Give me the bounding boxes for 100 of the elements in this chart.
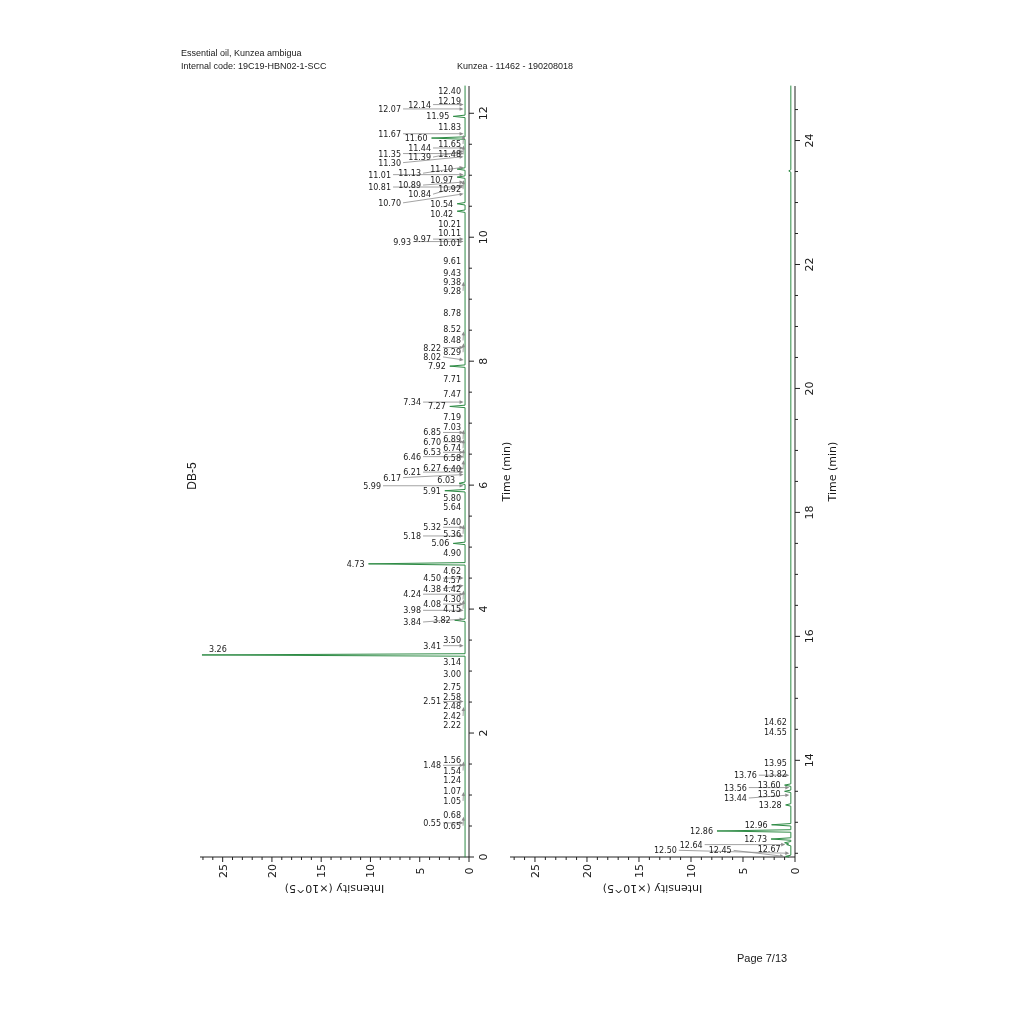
annotation: 4.90 xyxy=(443,548,462,558)
annotation: 7.92 xyxy=(427,361,446,371)
annotation: 13.44 xyxy=(723,793,747,803)
annotation: 12.64 xyxy=(679,840,703,850)
annotation: 5.36 xyxy=(443,529,462,539)
annotation: 10.89 xyxy=(398,180,422,190)
annotation: 1.48 xyxy=(423,760,442,770)
annotation: 10.84 xyxy=(408,189,432,199)
annotation: 1.56 xyxy=(443,755,462,765)
annotation: 13.76 xyxy=(733,770,757,780)
annotation: 3.50 xyxy=(443,635,462,645)
annotation: 1.05 xyxy=(443,796,462,806)
annotation: 2.22 xyxy=(443,720,462,730)
annotation: 5.18 xyxy=(403,531,422,541)
annotation: 10.92 xyxy=(438,184,462,194)
annotation: 5.06 xyxy=(431,538,450,548)
annotation: 4.24 xyxy=(403,589,422,599)
annotation: 5.32 xyxy=(423,522,442,532)
annotation: 3.82 xyxy=(432,615,451,625)
annotation: 13.82 xyxy=(763,769,787,779)
x-tick-label: 15 xyxy=(632,864,646,878)
annotation: 5.91 xyxy=(423,486,441,496)
annotation: 7.71 xyxy=(443,374,462,384)
annotation: 4.57 xyxy=(443,575,462,585)
annotation: 7.27 xyxy=(427,401,446,411)
annotation: 13.56 xyxy=(723,783,747,793)
y-axis-title: Time (min) xyxy=(825,441,839,503)
annotation: 3.41 xyxy=(423,641,442,651)
chart-subtitle: Internal code: 19C19-HBN02-1-SCC xyxy=(181,61,328,71)
y-tick-label: 8 xyxy=(476,357,490,365)
annotation: 11.95 xyxy=(426,111,450,121)
annotation: 6.58 xyxy=(443,453,462,463)
x-tick-label: 0 xyxy=(788,867,802,875)
annotation: 12.50 xyxy=(653,845,677,855)
annotation: 10.97 xyxy=(430,175,454,185)
annotation: 8.78 xyxy=(443,308,462,318)
annotation: 12.40 xyxy=(438,86,462,96)
annotation: 6.17 xyxy=(383,473,402,483)
annotation: 11.35 xyxy=(378,149,402,159)
text: DB-5 xyxy=(185,462,199,490)
annotation: 5.80 xyxy=(443,493,462,503)
annotation: 6.21 xyxy=(403,467,422,477)
annotation: 10.01 xyxy=(438,238,462,248)
annotation: 12.14 xyxy=(408,100,432,110)
annotation: 11.44 xyxy=(408,143,432,153)
annotation: 3.26 xyxy=(208,644,227,654)
annotation: 12.86 xyxy=(690,826,713,836)
annotation: 3.00 xyxy=(443,669,462,679)
y-tick-label: 24 xyxy=(802,133,816,148)
x-tick-label: 20 xyxy=(265,864,279,878)
annotation: 3.98 xyxy=(403,605,422,615)
annotation: 13.50 xyxy=(757,789,781,799)
x-axis-title: Intensity (×10^5) xyxy=(602,882,703,896)
y-tick-label: 14 xyxy=(802,753,816,768)
annotation: 11.10 xyxy=(430,164,454,174)
y-axis-title: Time (min) xyxy=(499,441,513,503)
annotation: 4.42 xyxy=(443,584,462,594)
y-tick-label: 22 xyxy=(802,257,816,272)
annotation: 9.93 xyxy=(393,237,412,247)
y-tick-label: 2 xyxy=(476,729,490,737)
annotation: 8.02 xyxy=(423,352,442,362)
y-tick-label: 16 xyxy=(802,629,816,644)
line-series xyxy=(201,85,466,858)
annotation: 6.53 xyxy=(423,447,442,457)
annotation: 7.03 xyxy=(443,422,462,432)
annotation: 11.30 xyxy=(378,158,402,168)
annotation: 2.48 xyxy=(443,701,462,711)
x-tick-label: 15 xyxy=(314,864,328,878)
annotation: 14.55 xyxy=(763,727,787,737)
annotation: 11.67 xyxy=(378,129,402,139)
y-tick-label: 10 xyxy=(476,230,490,245)
x-axis-title: Intensity (×10^5) xyxy=(284,882,385,896)
x-tick-label: 10 xyxy=(363,864,377,878)
annotation: 9.38 xyxy=(443,277,462,287)
y-tick-label: 12 xyxy=(476,106,490,121)
annotation: 5.64 xyxy=(443,502,462,512)
annotation: 3.84 xyxy=(403,617,422,627)
annotation: 2.58 xyxy=(443,692,462,702)
annotation: 9.97 xyxy=(413,234,432,244)
x-tick-label: 0 xyxy=(462,867,476,875)
annotation: 5.40 xyxy=(443,517,462,527)
text: Page 7/13 xyxy=(737,952,788,964)
annotation: 10.21 xyxy=(438,219,462,229)
x-tick-label: 25 xyxy=(216,864,230,878)
annotation: 6.46 xyxy=(403,452,422,462)
text: Kunzea - 11462 - 190208018 xyxy=(457,61,573,71)
annotation: 2.51 xyxy=(423,696,442,706)
y-tick-label: 18 xyxy=(802,505,816,520)
annotation: 4.15 xyxy=(443,604,462,614)
annotation: 4.62 xyxy=(443,566,462,576)
annotation: 7.34 xyxy=(403,397,422,407)
annotation: 10.81 xyxy=(368,182,392,192)
annotation: 8.48 xyxy=(443,335,462,345)
annotation: 6.70 xyxy=(423,437,442,447)
annotation: 11.48 xyxy=(438,150,462,159)
annotation: 7.19 xyxy=(443,412,462,422)
x-tick-label: 10 xyxy=(684,864,698,878)
annotation: 7.47 xyxy=(443,389,462,399)
annotation: 6.40 xyxy=(443,464,462,474)
annotation: 4.30 xyxy=(443,595,462,604)
